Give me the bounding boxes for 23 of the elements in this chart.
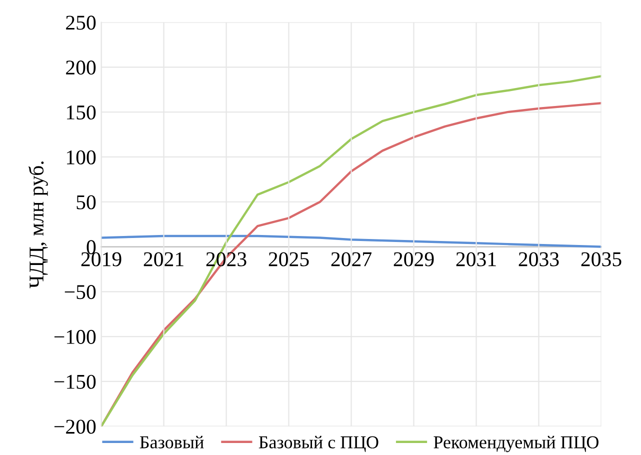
y-axis-title: ЧДД, млн руб. [28,161,48,288]
legend-label: Базовый [140,436,204,448]
y-tick-label: 150 [67,105,96,120]
x-tick-label: 2035 [581,252,622,266]
y-tick-label: −100 [54,330,96,344]
y-tick-label: −200 [54,420,96,434]
x-tick-label: 2025 [268,252,309,266]
y-tick-label: 250 [66,16,96,30]
y-tick-label: 50 [76,195,96,210]
x-tick-label: 2019 [81,252,122,266]
x-tick-label: 2021 [144,252,184,266]
y-tick-label: 0 [86,240,96,254]
y-tick-label: −50 [64,285,96,300]
y-tick-label: 100 [67,150,96,164]
x-tick-label: 2027 [331,252,372,266]
y-tick-label: 200 [66,60,96,75]
x-tick-label: 2031 [456,252,496,266]
line-series [101,234,602,248]
legend-label: Базовый с ПЦО [258,436,378,452]
x-tick-label: 2029 [394,252,434,266]
x-tick-label: 2033 [518,252,559,266]
legend-label: Рекомендуемый ПЦО [434,436,598,452]
y-tick-label: −150 [54,374,96,389]
